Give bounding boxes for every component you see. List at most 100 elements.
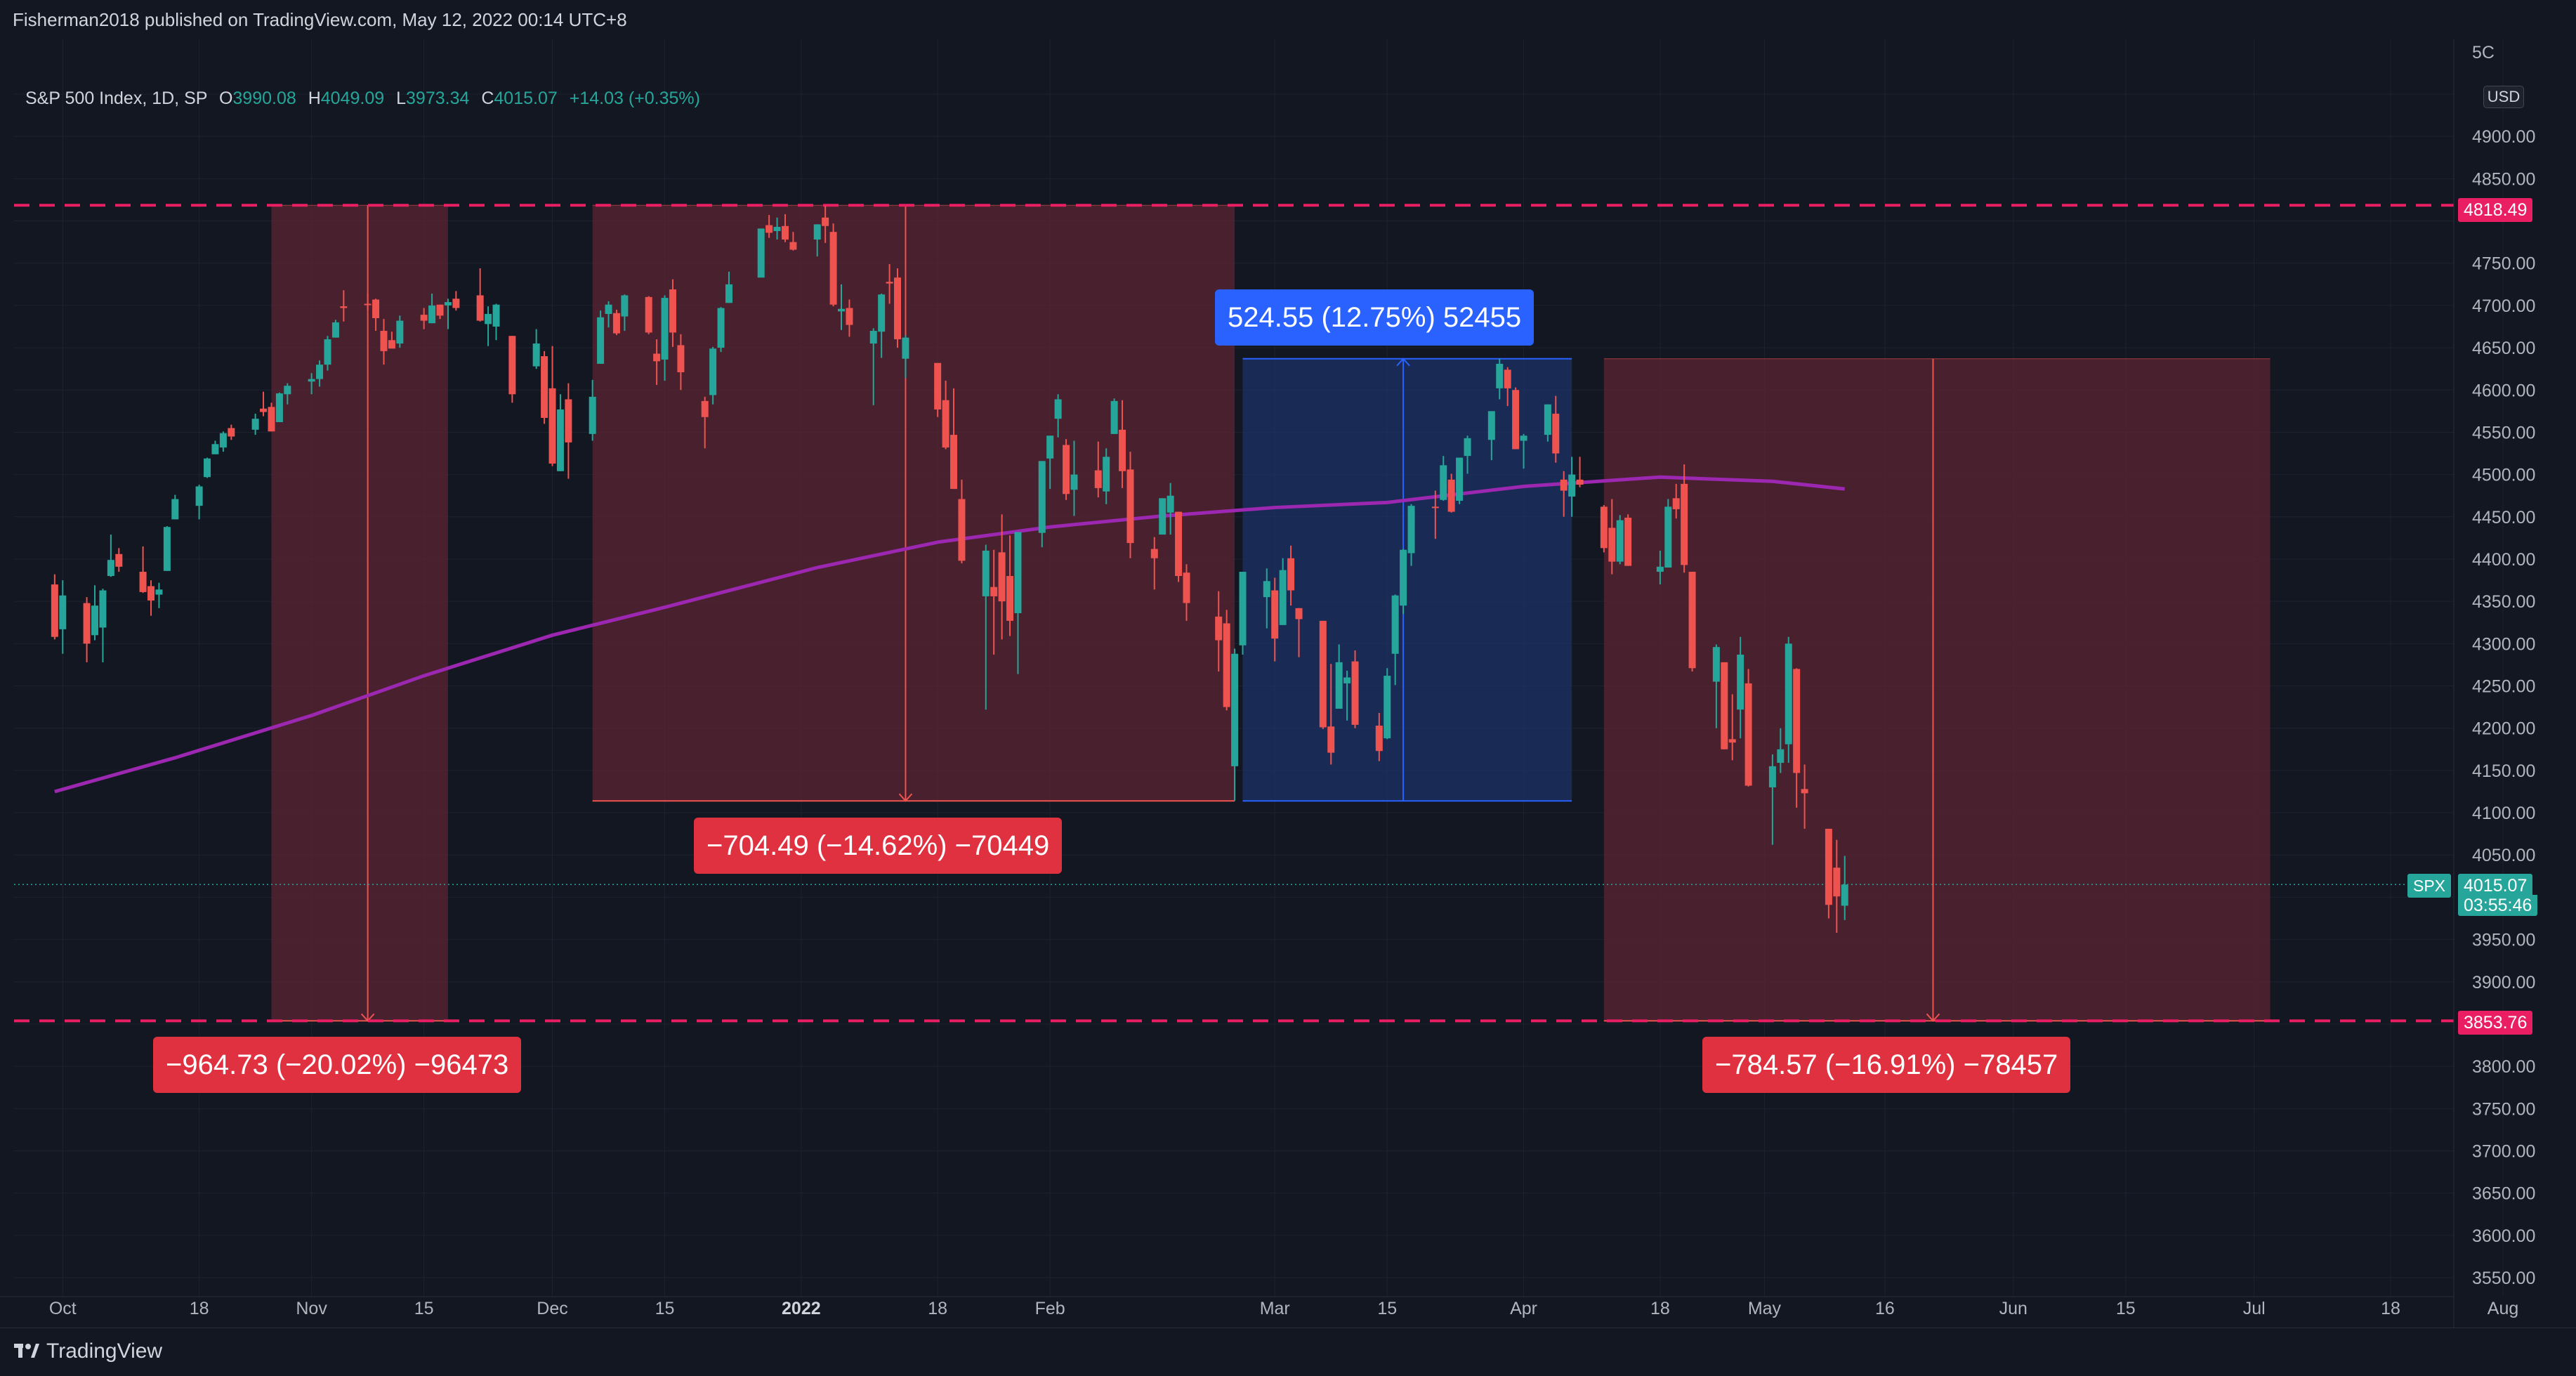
- price-axis-label: 3650.00: [2472, 1184, 2535, 1204]
- price-axis-label: 4350.00: [2472, 592, 2535, 612]
- price-axis-label: 4600.00: [2472, 381, 2535, 400]
- candle-body: [1544, 404, 1551, 435]
- candle-body: [1400, 549, 1407, 606]
- change-value: +14.03 (+0.35%): [569, 89, 700, 108]
- candle-body: [1327, 726, 1335, 753]
- measure-box-0[interactable]: [271, 205, 448, 1021]
- candle-body: [886, 282, 893, 284]
- measure-label-nov[interactable]: −964.73 (−20.02%) −96473: [153, 1037, 522, 1093]
- candle-body: [565, 399, 572, 443]
- candle-body: [204, 458, 211, 478]
- candle-body: [388, 340, 395, 349]
- candle-body: [1688, 572, 1696, 669]
- candle-body: [251, 419, 259, 430]
- currency-button[interactable]: USD: [2483, 86, 2524, 108]
- candle-body: [1576, 479, 1584, 485]
- candle-body: [1616, 520, 1624, 562]
- candle-body: [1126, 469, 1134, 544]
- measure-label-may[interactable]: −784.57 (−16.91%) −78457: [1702, 1037, 2071, 1093]
- time-axis-label: Jul: [2243, 1299, 2266, 1318]
- candle-body: [316, 365, 324, 379]
- candle-body: [115, 553, 123, 567]
- measure-box-3[interactable]: [1603, 358, 2271, 1021]
- price-axis-label: 4900.00: [2472, 127, 2535, 147]
- time-axis-label: Dec: [537, 1299, 567, 1318]
- price-axis-label: 4700.00: [2472, 296, 2535, 316]
- candle-body: [1793, 669, 1801, 773]
- candle-body: [1175, 511, 1183, 577]
- candle-body: [508, 336, 516, 395]
- candle-body: [950, 435, 958, 490]
- candle-body: [1343, 677, 1351, 683]
- price-axis-label: 3600.00: [2472, 1226, 2535, 1246]
- candle-body: [1712, 647, 1720, 682]
- time-axis-label: 18: [928, 1299, 947, 1318]
- candle-body: [1560, 479, 1568, 491]
- price-axis-label: 3900.00: [2472, 973, 2535, 992]
- candle-body: [308, 379, 315, 382]
- candle-body: [155, 589, 163, 595]
- candle-body: [444, 302, 452, 306]
- candle-body: [612, 313, 620, 334]
- price-axis-label: 4550.00: [2472, 423, 2535, 443]
- candle-body: [813, 224, 821, 240]
- price-axis-label: 3550.00: [2472, 1269, 2535, 1288]
- candle-body: [228, 428, 235, 437]
- candle-body: [275, 393, 283, 422]
- low-label: L: [396, 89, 407, 108]
- candle-body: [878, 294, 886, 332]
- candle-body: [1841, 884, 1848, 906]
- candle-body: [364, 303, 372, 306]
- candle-body: [91, 605, 99, 636]
- candle-body: [838, 308, 845, 312]
- candle-body: [380, 331, 388, 351]
- candle-body: [1150, 549, 1158, 558]
- candle-body: [894, 277, 902, 340]
- candle-body: [284, 386, 291, 395]
- moving-average-line: [54, 475, 1846, 794]
- price-axis-label: 3950.00: [2472, 931, 2535, 950]
- candle-body: [1801, 789, 1808, 794]
- low-value: 3973.34: [406, 89, 470, 108]
- footer-brand: TradingView: [46, 1339, 163, 1363]
- measure-label-jan[interactable]: −704.49 (−14.62%) −70449: [694, 818, 1063, 874]
- candle-body: [1825, 828, 1832, 905]
- candle-body: [1681, 483, 1688, 565]
- measure-box-1[interactable]: [592, 205, 1235, 801]
- chart-area[interactable]: 4900.00 4850.00 4750.00 4700.00 4650.00 4600.…: [0, 39, 2576, 1328]
- price-axis-label: 4750.00: [2472, 254, 2535, 274]
- candle-body: [1063, 445, 1070, 494]
- measure-arrow-head: [360, 1013, 375, 1022]
- candle-body: [1728, 739, 1736, 743]
- candle-body: [541, 356, 548, 418]
- candle-body: [372, 299, 380, 318]
- candle-body: [1568, 474, 1576, 497]
- candle-body: [1038, 461, 1046, 533]
- price-axis-label-partial: 5C: [2472, 43, 2495, 63]
- price-chart[interactable]: 4900.00 4850.00 4750.00 4700.00 4650.00 4600.…: [0, 39, 2576, 1328]
- candle-body: [260, 408, 268, 412]
- candle-body: [195, 486, 203, 506]
- candle-body: [869, 331, 877, 344]
- candle-body: [1014, 532, 1022, 614]
- price-axis-label: 4250.00: [2472, 677, 2535, 697]
- candle-body: [1295, 608, 1303, 620]
- candle-body: [1287, 558, 1295, 591]
- candle-body: [1464, 438, 1471, 457]
- candle-body: [1119, 429, 1126, 471]
- symbol-price-tag: SPX: [2407, 874, 2452, 898]
- candle-body: [1777, 749, 1785, 764]
- candle-body: [958, 499, 966, 561]
- candle-body: [1520, 435, 1527, 441]
- candle-body: [1833, 867, 1841, 897]
- candle-body: [725, 284, 732, 303]
- time-axis-label: 18: [2381, 1299, 2400, 1318]
- measure-label-mar[interactable]: 524.55 (12.75%) 52455: [1215, 289, 1535, 346]
- candle-body: [1375, 726, 1383, 752]
- candle-body: [1608, 528, 1616, 562]
- publish-header: Fisherman2018 published on TradingView.c…: [0, 0, 2576, 39]
- candle-body: [1110, 400, 1118, 434]
- candle-body: [982, 550, 990, 596]
- candle-body: [677, 345, 685, 372]
- time-axis-label: Apr: [1510, 1299, 1537, 1318]
